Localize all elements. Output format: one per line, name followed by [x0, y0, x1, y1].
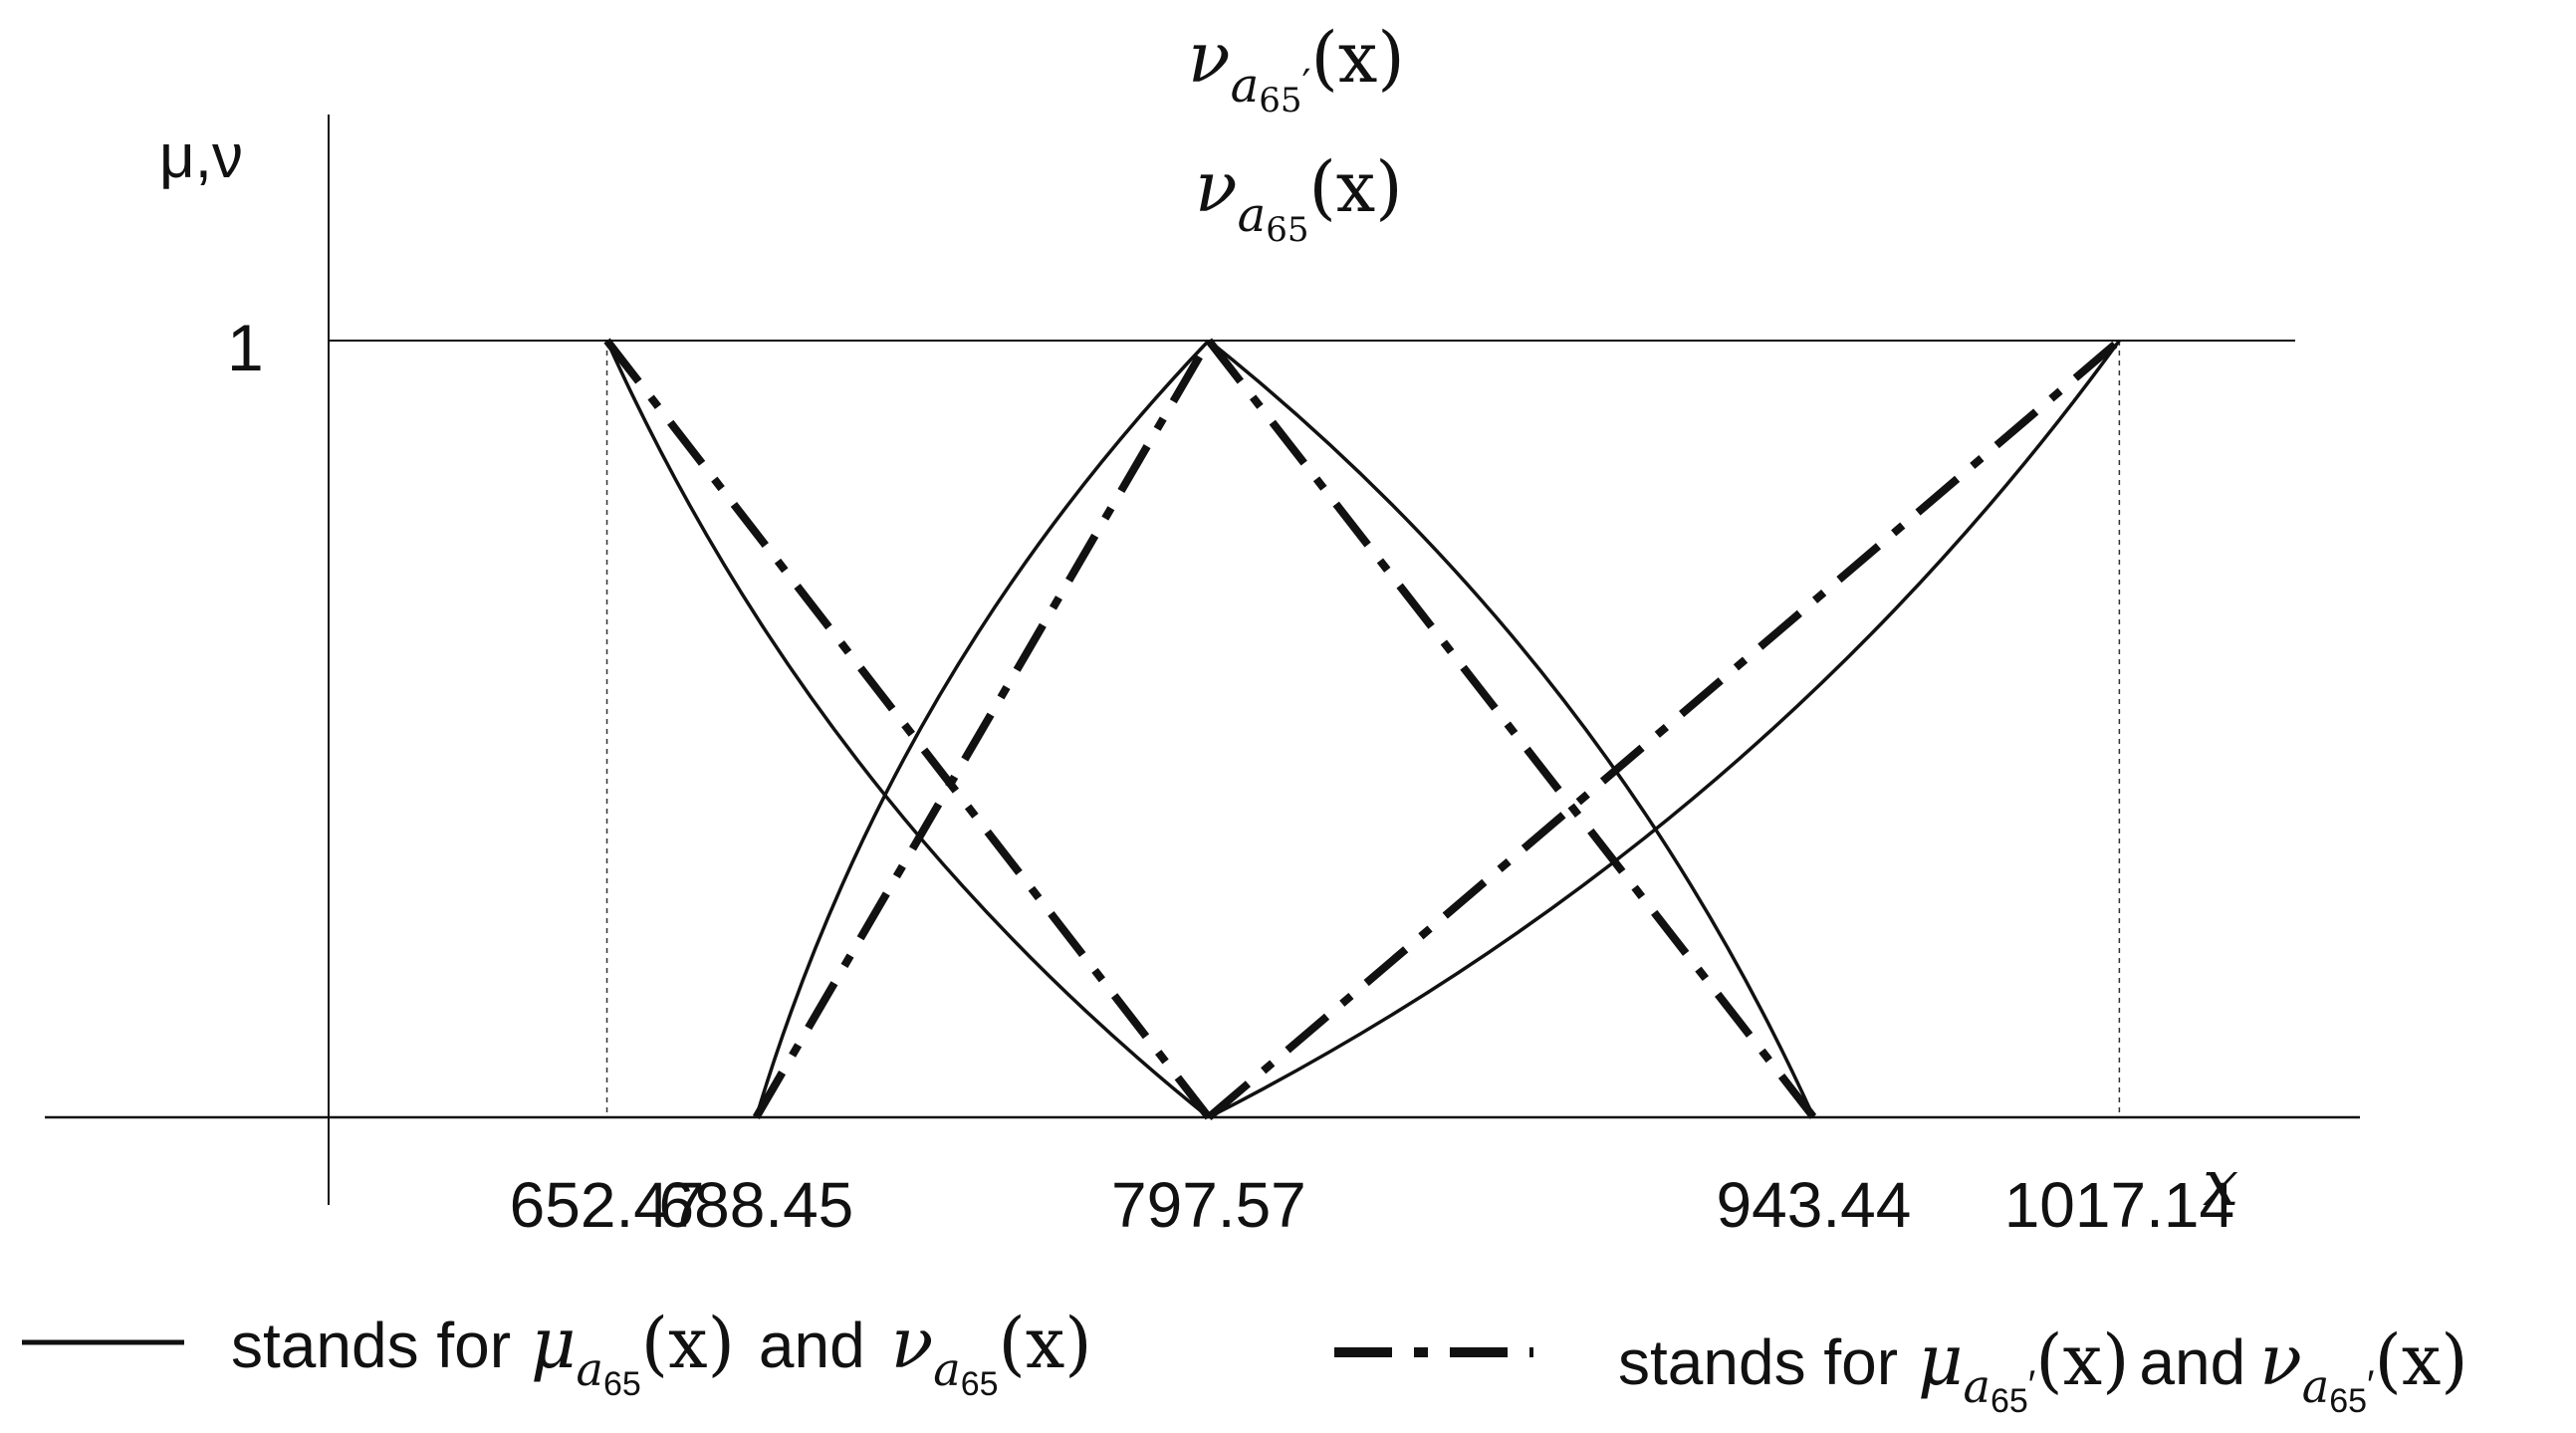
series-solid-0	[604, 340, 1210, 1119]
x-tick-label-0: 652.47	[510, 1169, 705, 1241]
series-solid-1	[754, 339, 1211, 1118]
series-dashdot-7	[1206, 337, 2122, 1121]
x-tick-label-2: 797.57	[1111, 1169, 1306, 1241]
peak-label-upper: νa65′(x)	[1188, 17, 1405, 120]
series-dashdot-4	[603, 338, 1213, 1120]
legend-label-solid: stands for μa65(x) and νa65(x)	[231, 1303, 1092, 1403]
series-dashdot-6	[1205, 338, 1817, 1120]
x-tick-label-3: 943.44	[1717, 1169, 1912, 1241]
y-axis-label: μ,ν	[159, 122, 243, 191]
x-tick-label-1: 688.45	[659, 1169, 854, 1241]
x-axis-label: x	[2203, 1147, 2238, 1221]
peak-label-lower: νa65(x)	[1195, 146, 1403, 250]
x-tick-label-4: 1017.14	[2004, 1169, 2234, 1241]
series-solid-3	[1208, 339, 2121, 1119]
y-tick-label-1: 1	[227, 311, 264, 384]
legend-label-dashdot: stands for μa65′(x) and νa65′(x)	[1618, 1319, 2468, 1420]
series-dashdot-5	[752, 338, 1213, 1120]
series-solid-2	[1207, 339, 1816, 1118]
